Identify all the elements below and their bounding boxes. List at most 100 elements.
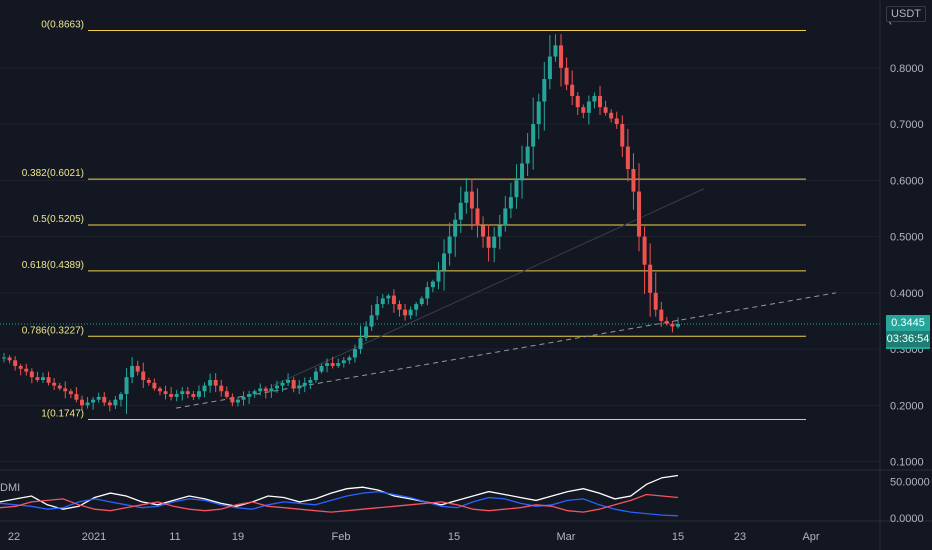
candle-down: [469, 191, 474, 209]
candle-down: [598, 95, 603, 108]
candle-up: [676, 324, 680, 327]
price-tick-label: 0.5000: [890, 232, 924, 244]
candle-down: [609, 112, 614, 119]
dmi-series-line: [0, 490, 679, 517]
candle-down: [403, 309, 408, 316]
time-tick-label: 2021: [82, 531, 106, 543]
candle-up: [586, 101, 591, 113]
fibonacci-retracement: 0(0.8663) 0.382(0.6021) 0.5(0.5205) 0.618(0…: [22, 20, 806, 421]
candle-down: [213, 380, 218, 386]
candle-down: [224, 391, 229, 397]
candle-up: [308, 380, 313, 383]
candle-up: [442, 253, 447, 271]
candle-up: [425, 287, 430, 299]
candle-down: [625, 146, 630, 170]
candle-up: [174, 394, 179, 397]
candle-up: [96, 396, 101, 400]
candle-up: [302, 382, 307, 386]
candle-up: [520, 163, 525, 181]
currency-badge[interactable]: USDT: [886, 6, 926, 22]
candle-up: [196, 391, 201, 397]
price-tick-label: 0.8000: [890, 63, 924, 75]
dashed-trendline: [175, 292, 837, 409]
candle-down: [564, 67, 569, 85]
candle-up: [553, 45, 558, 57]
candle-down: [603, 107, 608, 113]
candle-down: [141, 371, 146, 380]
fib-level-label: 1(0.1747): [41, 409, 84, 420]
candle-down: [631, 169, 636, 192]
candle-up: [414, 304, 419, 310]
candle-down: [102, 396, 107, 403]
candle-down: [620, 124, 625, 147]
fib-level-label: 0.382(0.6021): [22, 168, 84, 179]
candle-up: [2, 357, 6, 359]
last-price-tag: 0.3445 03:36:54: [886, 315, 930, 349]
candle-up: [352, 349, 357, 358]
candle-up: [202, 385, 207, 392]
dmi-series-line: [0, 493, 679, 513]
candle-down: [46, 377, 51, 383]
candle-down: [330, 363, 335, 366]
candle-down: [163, 391, 168, 395]
time-tick-label: 19: [232, 531, 244, 543]
candle-down: [191, 394, 196, 397]
fib-level-label: 0.618(0.4389): [22, 260, 84, 271]
candle-up: [592, 95, 597, 102]
candle-down: [614, 118, 619, 125]
dmi-tick-label: 50.0000: [890, 476, 930, 488]
candle-up: [514, 180, 519, 198]
candle-down: [291, 380, 296, 389]
candle-down: [29, 371, 34, 378]
candle-up: [269, 388, 274, 392]
time-tick-label: Apr: [802, 531, 819, 543]
candle-up: [508, 197, 513, 209]
candle-down: [13, 360, 18, 366]
candle-up: [369, 315, 374, 327]
candle-up: [325, 363, 330, 366]
candle-up: [336, 363, 341, 366]
candle-up: [91, 399, 96, 403]
candle-down: [68, 391, 73, 395]
candle-up: [208, 380, 213, 386]
candle-up: [319, 365, 324, 372]
candle-up: [453, 219, 458, 237]
candle-down: [63, 388, 68, 392]
candle-down: [152, 382, 157, 389]
candle-down: [659, 309, 664, 321]
candle-up: [297, 385, 302, 389]
candle-down: [52, 382, 57, 386]
candle-up: [280, 382, 285, 386]
candle-up: [180, 391, 185, 395]
candle-down: [230, 396, 235, 403]
candle-down: [157, 388, 162, 392]
time-tick-label: Feb: [332, 531, 351, 543]
time-tick-label: 11: [169, 531, 180, 543]
candle-up: [525, 146, 530, 164]
candle-up: [113, 399, 118, 406]
candle-down: [475, 208, 480, 226]
candle-down: [575, 95, 580, 108]
candle-up: [458, 202, 463, 220]
time-tick-label: 15: [672, 531, 684, 543]
candle-down: [185, 391, 190, 395]
candle-up: [436, 270, 441, 282]
candle-down: [18, 365, 23, 369]
candle-down: [24, 368, 29, 372]
candle-down: [391, 295, 396, 305]
candle-up: [235, 399, 240, 403]
candle-up: [341, 360, 346, 364]
dmi-panel: 50.0000 0.0000: [0, 474, 930, 525]
time-tick-label: 15: [448, 531, 460, 543]
candle-down: [79, 399, 84, 406]
grid: [0, 67, 880, 463]
candle-up: [130, 365, 135, 378]
candle-up: [531, 124, 536, 147]
candle-down: [664, 320, 669, 324]
candle-up: [430, 281, 435, 288]
candle-up: [547, 56, 552, 80]
candle-up: [380, 298, 385, 305]
candle-down: [486, 236, 491, 248]
